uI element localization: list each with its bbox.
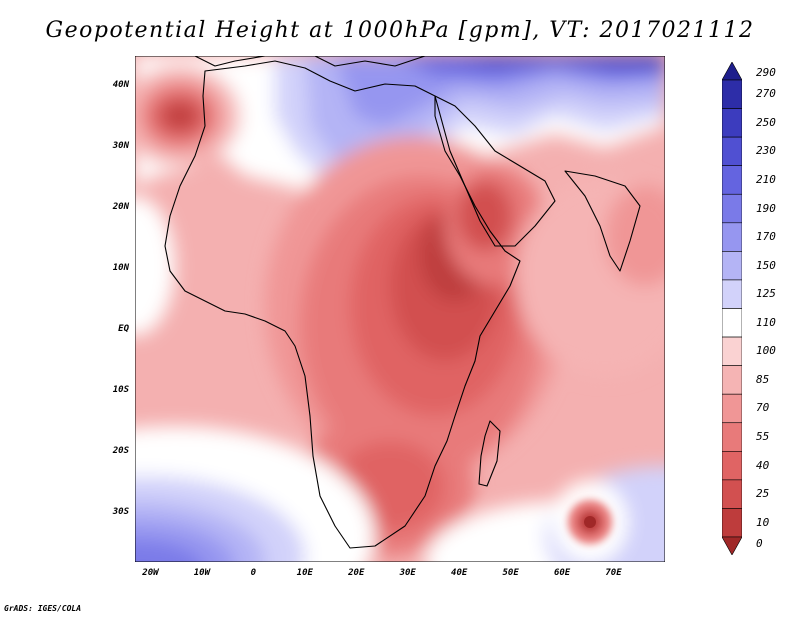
colorbar-label: 170 [756, 230, 776, 244]
lon-tick-label: 70E [605, 568, 622, 578]
lat-tick-label: 10N [112, 263, 129, 274]
lat-tick-label: 10S [112, 385, 129, 396]
colorbar [722, 62, 742, 555]
colorbar-label: 100 [756, 344, 776, 358]
lon-tick-label: 0 [250, 568, 257, 578]
colorbar-segment [722, 451, 742, 481]
colorbar-label: 125 [756, 287, 776, 301]
madagascar-coastline [478, 420, 501, 487]
lat-tick-label: 20S [112, 446, 129, 457]
colorbar-segment [722, 79, 742, 109]
colorbar-label: 270 [756, 87, 776, 101]
lon-tick-label: 20W [142, 568, 159, 578]
colorbar-segment [722, 508, 742, 538]
colorbar-segment [722, 251, 742, 281]
colorbar-segment [722, 479, 742, 509]
colorbar-segment [722, 422, 742, 452]
lon-tick-label: 20E [348, 568, 365, 578]
lat-tick-label: 20N [112, 202, 129, 213]
colorbar-label: 0 [756, 537, 763, 551]
map-plot-area [135, 56, 665, 562]
colorbar-label: 290 [756, 65, 776, 79]
coastlines [164, 56, 641, 549]
europe-coastline [194, 56, 426, 67]
colorbar-label: 190 [756, 201, 776, 215]
colorbar-segment [722, 222, 742, 252]
colorbar-segment [722, 365, 742, 395]
colorbar-label: 85 [756, 372, 770, 386]
height-field [135, 56, 665, 562]
colorbar-label: 110 [756, 315, 776, 329]
chart-title: Geopotential Height at 1000hPa [gpm], VT… [45, 18, 755, 43]
lat-tick-label: 30N [112, 141, 129, 152]
lat-tick-label: EQ [118, 324, 129, 335]
colorbar-label: 70 [756, 401, 770, 415]
lon-tick-label: 10W [193, 568, 211, 578]
colorbar-segment [722, 165, 742, 195]
colorbar-label: 55 [756, 430, 770, 444]
colorbar-label: 10 [756, 515, 770, 529]
colorbar-segment [722, 393, 742, 424]
colorbar-label: 250 [756, 115, 776, 129]
lon-tick-label: 30E [399, 568, 416, 578]
colorbar-label: 210 [756, 172, 776, 186]
africa-coastline [164, 60, 521, 549]
colorbar-label: 230 [756, 144, 776, 158]
lon-tick-label: 10E [296, 568, 313, 578]
india-coastline [564, 170, 641, 272]
colorbar-label: 150 [756, 258, 776, 272]
colorbar-label: 40 [756, 458, 770, 472]
colorbar-segment [722, 336, 742, 366]
lat-tick-label: 40N [112, 80, 129, 91]
colorbar-segment [722, 536, 742, 555]
colorbar-segment [722, 193, 742, 224]
lon-tick-label: 40E [451, 568, 468, 578]
lon-tick-label: 60E [553, 568, 571, 578]
arabian-peninsula-coastline [434, 95, 556, 247]
colorbar-label: 25 [756, 487, 770, 501]
map-svg [135, 56, 665, 562]
colorbar-segment [722, 308, 742, 338]
colorbar-segment [722, 108, 742, 138]
colorbar-segment [722, 62, 742, 81]
grads-credit: GrADS: IGES/COLA [4, 604, 82, 613]
colorbar-segment [722, 136, 742, 166]
colorbar-segment [722, 279, 742, 309]
lat-tick-label: 30S [112, 507, 129, 518]
lon-tick-label: 50E [502, 568, 519, 578]
